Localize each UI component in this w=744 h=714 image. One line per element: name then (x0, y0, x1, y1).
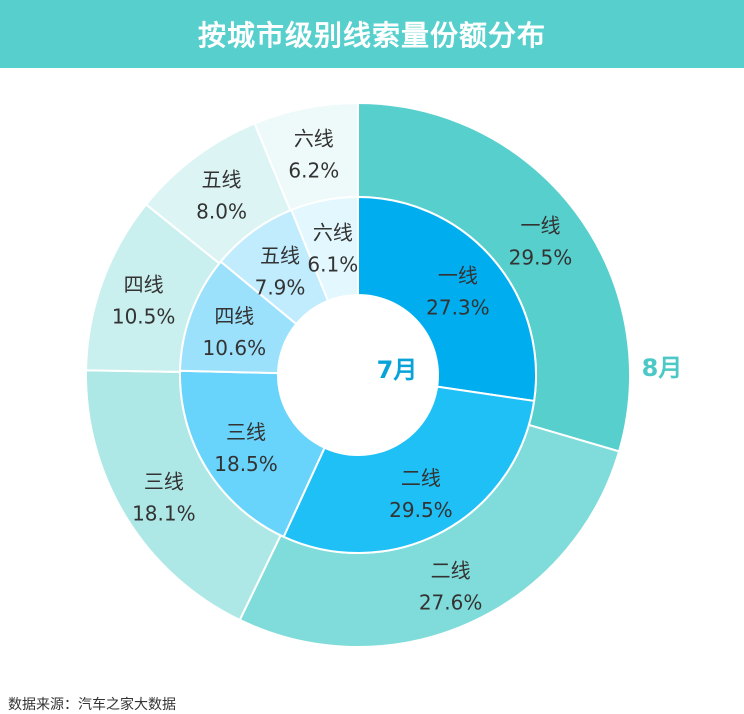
outer-slice-value-2: 18.1% (132, 502, 196, 526)
outer-ring-8yue (85, 101, 631, 648)
inner-slice-label-0: 一线 (438, 264, 478, 288)
chart-title: 按城市级别线索量份额分布 (197, 19, 546, 52)
inner-slice-label-3: 四线 (214, 304, 254, 328)
inner-slice-value-4: 7.9% (255, 276, 306, 300)
outer-slice-value-3: 10.5% (112, 304, 176, 328)
outer-ring-name: 8月 (642, 354, 683, 382)
inner-slice-label-5: 六线 (313, 220, 353, 244)
outer-slice-value-5: 6.2% (288, 158, 339, 182)
inner-slice-0 (357, 195, 537, 403)
inner-slice-label-2: 三线 (226, 420, 266, 444)
inner-slice-label-4: 五线 (260, 244, 300, 268)
outer-slice-value-4: 8.0% (196, 199, 247, 223)
outer-slice-label-0: 一线 (520, 213, 560, 237)
outer-slice-label-3: 四线 (124, 272, 164, 296)
outer-slice-label-2: 三线 (144, 470, 184, 494)
outer-slice-label-5: 六线 (294, 126, 334, 150)
inner-slice-value-0: 27.3% (426, 296, 490, 320)
inner-slice-label-1: 二线 (401, 466, 441, 490)
inner-slice-2 (179, 369, 326, 539)
inner-slice-value-5: 6.1% (307, 252, 358, 276)
slice-labels: 一线 27.3% 二线 29.5% 三线 18.5% 四线 10.6% 五线 7.9% 六线 6.1%… (112, 126, 572, 614)
inner-ring-name: 7月 (377, 356, 418, 384)
inner-slice-5 (290, 195, 359, 303)
outer-slice-value-0: 29.5% (509, 245, 573, 269)
outer-slice-value-1: 27.6% (419, 590, 483, 614)
inner-slice-value-2: 18.5% (214, 452, 278, 476)
donut-chart: 一线 27.3% 二线 29.5% 三线 18.5% 四线 10.6% 五线 7.9% 六线 6.1%… (85, 101, 683, 648)
inner-ring-7yue (179, 195, 537, 554)
outer-slice-label-4: 五线 (202, 167, 242, 191)
data-source: 数据来源：汽车之家大数据 (8, 697, 176, 713)
inner-slice-value-1: 29.5% (389, 498, 453, 522)
outer-slice-label-1: 二线 (431, 558, 471, 582)
chart-header: 按城市级别线索量份额分布 (0, 0, 744, 68)
inner-slice-1 (282, 385, 536, 554)
inner-slice-value-3: 10.6% (203, 336, 267, 360)
